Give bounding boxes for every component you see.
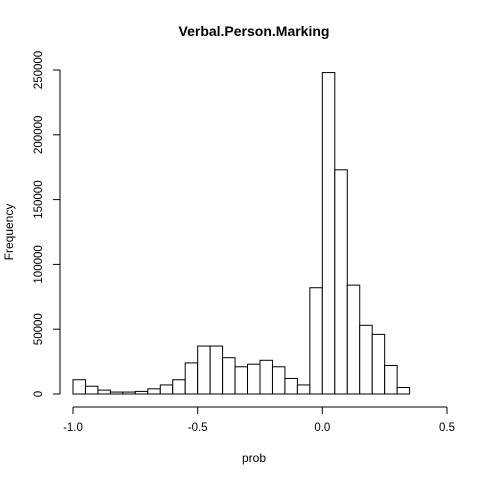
histogram-bar — [222, 357, 236, 395]
histogram-bar — [184, 362, 199, 395]
histogram-bar — [346, 284, 361, 395]
histogram-bar — [109, 391, 124, 395]
y-tick-label: 50000 — [33, 313, 45, 345]
histogram-bar — [271, 366, 286, 395]
y-axis-label: Frequency — [2, 204, 16, 261]
histogram-bar — [159, 384, 174, 395]
x-tick-label: 0.5 — [439, 422, 455, 434]
x-axis: -1.0 -0.5 0.0 0.5 — [63, 406, 455, 434]
histogram-bar — [72, 379, 86, 395]
y-axis: 0 50000 100000 150000 200000 250000 — [33, 51, 61, 397]
histogram-bar — [309, 287, 323, 395]
histogram-bar — [209, 345, 224, 395]
x-tick-label: -0.5 — [188, 422, 208, 434]
x-tick-label: -1.0 — [63, 422, 83, 434]
y-tick-label: 250000 — [33, 51, 45, 89]
histogram-bar — [147, 388, 161, 395]
histogram-bar — [296, 384, 311, 395]
histogram-bars — [72, 72, 411, 395]
histogram-bar — [247, 363, 261, 395]
y-tick-label: 150000 — [33, 180, 45, 218]
histogram-bar — [334, 169, 348, 395]
histogram-bar — [122, 391, 136, 395]
histogram-bar — [259, 359, 273, 395]
histogram-bar — [134, 390, 149, 395]
histogram-bar — [84, 385, 99, 395]
histogram-bar — [172, 379, 186, 395]
histogram-bar — [234, 366, 249, 395]
histogram-bar — [384, 364, 398, 395]
histogram-bar — [396, 387, 411, 395]
x-axis-label: prob — [242, 451, 266, 465]
histogram-bar — [284, 377, 298, 395]
histogram-bar — [321, 72, 336, 395]
chart-title: Verbal.Person.Marking — [179, 23, 330, 39]
histogram-bar — [359, 324, 373, 395]
x-tick-label: 0.0 — [314, 422, 330, 434]
y-tick-label: 200000 — [33, 116, 45, 154]
histogram-bar — [371, 333, 386, 395]
y-tick-label: 100000 — [33, 245, 45, 283]
y-tick-label: 0 — [33, 391, 45, 397]
histogram-bar — [197, 345, 211, 395]
histogram-bar — [97, 389, 111, 395]
